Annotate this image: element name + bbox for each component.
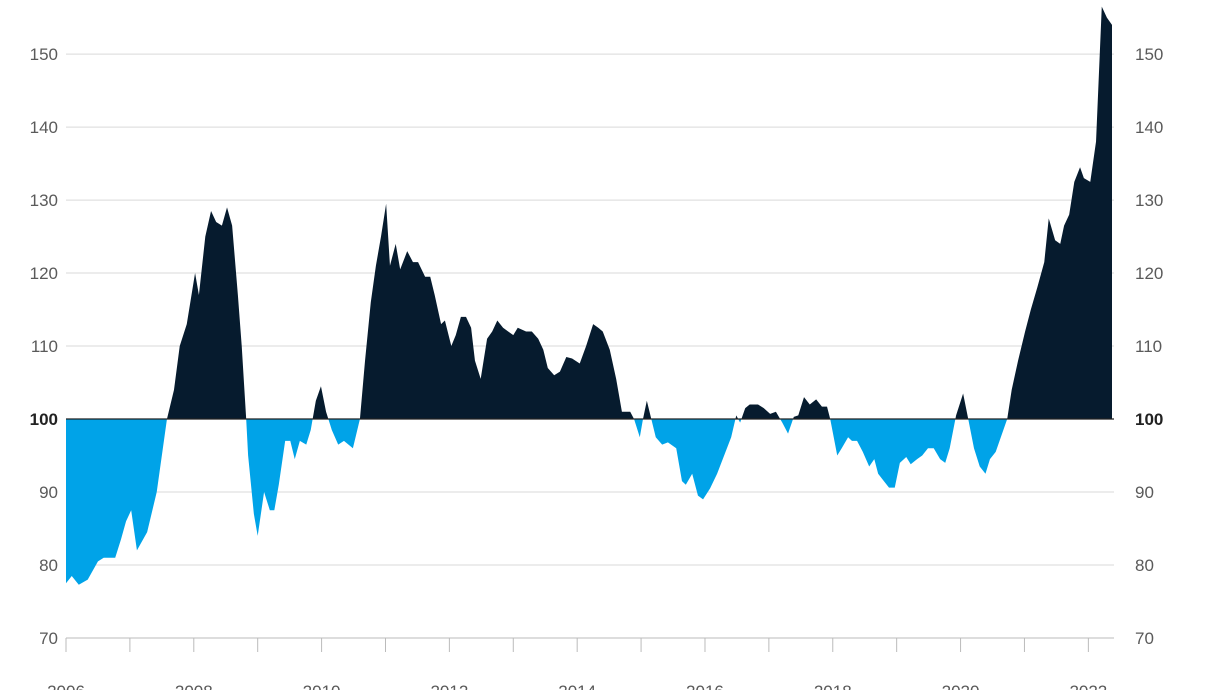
y-tick-label: 150	[30, 45, 58, 64]
x-tick-label: 2020	[942, 682, 980, 690]
y2-tick-label: 120	[1135, 264, 1163, 283]
y-tick-label: 110	[31, 337, 58, 356]
y-tick-label: 100	[30, 410, 58, 429]
area-above	[66, 6, 1112, 420]
y2-tick-label: 130	[1135, 191, 1163, 210]
y-tick-label: 90	[39, 483, 58, 502]
y2-tick-label: 90	[1135, 483, 1154, 502]
x-tick-label: 2012	[430, 682, 468, 690]
x-tick-label: 2014	[558, 682, 596, 690]
x-tick-label: 2022	[1069, 682, 1107, 690]
y2-tick-label: 70	[1135, 629, 1154, 648]
x-tick-label: 2010	[303, 682, 341, 690]
x-tick-label: 2018	[814, 682, 852, 690]
x-tick-label: 2006	[47, 682, 85, 690]
y2-tick-label: 80	[1135, 556, 1154, 575]
y-tick-label: 140	[30, 118, 58, 137]
y2-tick-label: 140	[1135, 118, 1163, 137]
y-tick-label: 120	[30, 264, 58, 283]
y-tick-label: 80	[39, 556, 58, 575]
area-below	[66, 419, 1008, 585]
y2-tick-label: 150	[1135, 45, 1163, 64]
y-tick-label: 70	[39, 629, 58, 648]
y2-tick-label: 110	[1135, 337, 1162, 356]
y2-tick-label: 100	[1135, 410, 1163, 429]
y-tick-label: 130	[30, 191, 58, 210]
x-tick-label: 2008	[175, 682, 213, 690]
x-tick-label: 2016	[686, 682, 724, 690]
